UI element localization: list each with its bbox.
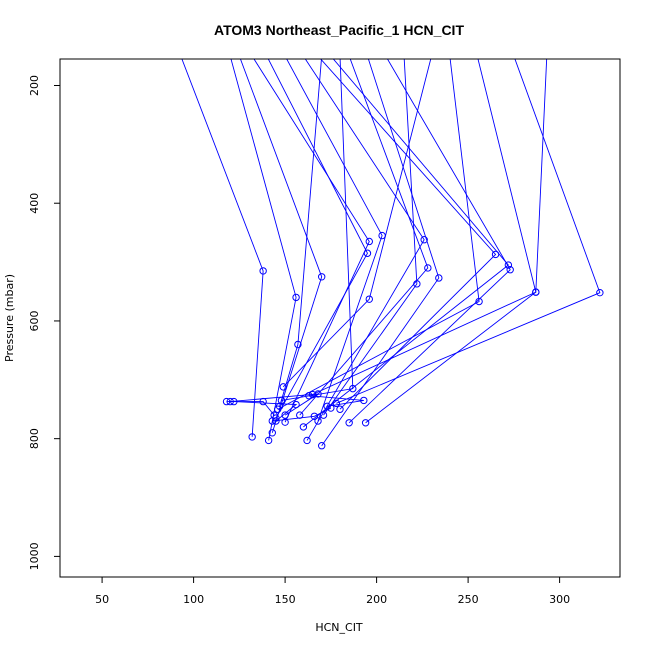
data-point [596,288,604,297]
series-line [308,395,364,407]
y-tick-label: 200 [28,75,41,96]
data-point [363,249,372,257]
data-point [303,436,311,445]
data-point [365,237,373,246]
series-line [348,59,511,424]
series-2 [230,59,300,445]
series-line [321,59,440,446]
series-4 [253,59,373,426]
data-point [279,383,287,391]
data-point [264,436,273,445]
data-point [248,433,256,441]
series-23 [230,397,300,425]
data-point [361,419,370,427]
series-line [181,59,264,437]
data-point [345,419,353,427]
data-point [532,288,540,296]
series-line [277,59,480,410]
data-point [314,390,322,398]
series-line [304,59,425,441]
series-14 [279,59,432,391]
chart-title: ATOM3 Northeast_Pacific_1 HCN_CIT [214,22,464,38]
data-point [268,417,276,425]
series-line [282,59,432,388]
data-point [424,264,432,272]
x-tick-label: 100 [183,593,204,606]
y-tick-label: 600 [28,310,41,331]
data-point [305,392,313,400]
data-point [327,404,335,412]
series-line [365,59,548,424]
series-1 [181,59,267,441]
data-point [420,236,428,244]
series-line [233,401,298,422]
y-axis-label: Pressure (mbar) [3,274,16,362]
series-line [312,59,537,395]
data-point [281,411,289,419]
data-point [435,274,443,282]
series-line [279,59,322,407]
x-tick-label: 300 [549,593,570,606]
data-point [360,396,368,405]
x-axis-label: HCN_CIT [315,621,363,634]
data-point [294,340,302,349]
data-point [317,442,326,450]
series-18 [361,59,548,427]
x-tick-label: 150 [275,593,296,606]
data-point [292,293,300,302]
data-point [365,295,373,303]
axis-layer: 50 100 150 200 250 300 200 400 600 800 1000 [28,75,570,606]
data-point [259,267,267,275]
series-7 [303,59,428,445]
series-6 [286,59,386,425]
series-line [320,59,497,410]
y-tick-label: 400 [28,193,41,214]
series-8 [320,59,500,413]
series-17 [332,59,604,408]
x-tick-label: 50 [95,593,109,606]
series-line [286,59,383,422]
data-point [226,397,234,406]
y-tick-label: 1000 [28,542,41,570]
series-line [323,59,418,416]
data-point [349,384,357,393]
data-point [222,397,231,406]
data-point [506,266,514,274]
data-point [332,399,341,408]
series-line [281,59,354,401]
data-point [475,297,483,306]
data-point [281,418,289,426]
data-point [336,405,344,413]
x-tick-label: 250 [458,593,479,606]
data-point [413,280,421,288]
data-point [230,397,238,406]
x-tick-label: 200 [366,593,387,606]
series-layer [181,59,604,450]
series-25 [268,404,335,425]
series-12 [345,59,514,427]
y-tick-label: 800 [28,428,41,449]
series-13 [319,59,421,419]
series-line [303,59,510,428]
data-point [317,273,326,281]
data-point [491,250,500,259]
data-point [299,423,308,431]
data-point [292,400,300,409]
series-line [226,401,275,416]
data-point [268,429,276,437]
series-19 [275,59,322,410]
series-line [299,59,429,416]
series-11 [317,59,443,450]
series-24 [305,392,368,410]
data-point [504,261,513,269]
series-line [230,59,297,441]
plot-frame [59,58,621,578]
series-line [272,407,332,422]
series-line [336,59,601,404]
data-point [314,417,322,425]
series-line [253,59,370,423]
data-point [310,412,319,421]
